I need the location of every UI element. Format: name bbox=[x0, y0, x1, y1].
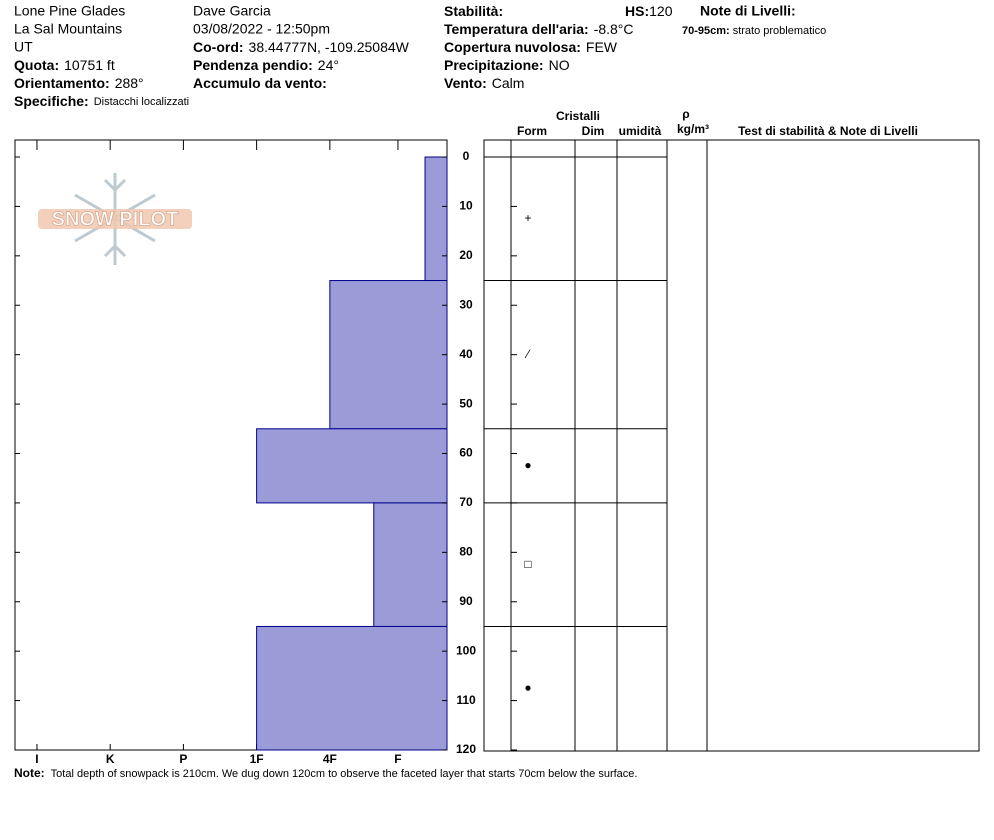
x-tick-label: K bbox=[106, 752, 115, 766]
x-tick-label: 1F bbox=[250, 752, 264, 766]
hs: HS:120 bbox=[625, 3, 673, 19]
elevation-value: 10751 ft bbox=[64, 57, 115, 73]
y-tick-label: 10 bbox=[459, 199, 473, 213]
layer-notes-label: Note di Livelli: bbox=[700, 3, 796, 19]
note: Note: Total depth of snowpack is 210cm. W… bbox=[14, 766, 637, 780]
logo-band bbox=[38, 209, 192, 229]
y-tick-label: 60 bbox=[459, 446, 473, 460]
sky-label: Copertura nuvolosa: bbox=[444, 39, 581, 55]
col-size: Dim bbox=[582, 124, 605, 138]
sky: Copertura nuvolosa: FEW bbox=[444, 39, 618, 55]
hardness-bar bbox=[329, 280, 448, 430]
hardness-bar bbox=[256, 428, 448, 504]
grain-form: □ bbox=[524, 557, 531, 571]
x-tick-label: F bbox=[394, 752, 401, 766]
grain-form: ● bbox=[524, 680, 531, 694]
col-form: Form bbox=[517, 124, 547, 138]
precip-label: Precipitazione: bbox=[444, 57, 544, 73]
datetime: 03/08/2022 - 12:50pm bbox=[193, 21, 330, 37]
slope-value: 24° bbox=[318, 57, 339, 73]
y-tick-label: 120 bbox=[456, 742, 476, 756]
wind-value: Calm bbox=[492, 75, 525, 91]
x-tick-label: I bbox=[35, 752, 38, 766]
col-notes: Test di stabilità & Note di Livelli bbox=[738, 124, 918, 138]
note-label: Note: bbox=[14, 766, 45, 780]
aspect-value: 288° bbox=[115, 75, 144, 91]
precip: Precipitazione: NO bbox=[444, 57, 570, 73]
grain-form: + bbox=[524, 211, 531, 225]
coords: Co-ord: 38.44777N, -109.25084W bbox=[193, 39, 410, 55]
wind-label: Vento: bbox=[444, 75, 487, 91]
specifics-value: Distacchi localizzati bbox=[94, 96, 189, 108]
hardness-bar bbox=[424, 156, 448, 282]
air-temp-label: Temperatura dell'aria: bbox=[444, 21, 589, 37]
elevation: Quota: 10751 ft bbox=[14, 57, 115, 73]
y-tick-label: 40 bbox=[459, 347, 473, 361]
hardness-bar bbox=[256, 625, 448, 751]
y-tick-label: 100 bbox=[456, 643, 476, 657]
wind-loading-label: Accumulo da vento: bbox=[193, 75, 327, 91]
logo-text: SNOW PILOT bbox=[52, 208, 179, 230]
layer-note-text: strato problematico bbox=[733, 25, 827, 37]
y-tick-label: 30 bbox=[459, 297, 473, 311]
precip-value: NO bbox=[549, 57, 570, 73]
grain-form: ⁄ bbox=[524, 347, 531, 361]
y-tick-label: 50 bbox=[459, 396, 473, 410]
air-temp-value: -8.8°C bbox=[594, 21, 634, 37]
stability-label: Stabilità: bbox=[444, 3, 503, 19]
coords-label: Co-ord: bbox=[193, 39, 244, 55]
wind-loading: Accumulo da vento: bbox=[193, 75, 327, 91]
col-rho: ρ bbox=[682, 107, 689, 121]
y-tick-label: 90 bbox=[459, 594, 473, 608]
hs-value: 120 bbox=[649, 3, 673, 19]
layer-note-range: 70-95cm: bbox=[682, 25, 730, 37]
aspect-label: Orientamento: bbox=[14, 75, 110, 91]
col-density-unit: kg/m³ bbox=[677, 122, 709, 136]
note-text: Total depth of snowpack is 210cm. We dug… bbox=[51, 768, 638, 780]
sky-value: FEW bbox=[586, 39, 618, 55]
range: La Sal Mountains bbox=[14, 21, 122, 37]
elevation-label: Quota: bbox=[14, 57, 59, 73]
specifics-label: Specifiche: bbox=[14, 93, 89, 109]
stability: Stabilità: bbox=[444, 3, 503, 19]
x-tick-label: P bbox=[179, 752, 187, 766]
layer-note: 70-95cm: strato problematico bbox=[682, 25, 826, 37]
air-temp: Temperatura dell'aria: -8.8°C bbox=[444, 21, 634, 37]
y-tick-label: 80 bbox=[459, 545, 473, 559]
slope-label: Pendenza pendio: bbox=[193, 57, 313, 73]
y-tick-label: 20 bbox=[459, 248, 473, 262]
y-tick-label: 70 bbox=[459, 495, 473, 509]
coords-value: 38.44777N, -109.25084W bbox=[249, 39, 410, 55]
specifics: Specifiche: Distacchi localizzati bbox=[14, 93, 189, 109]
table-frame bbox=[483, 139, 980, 752]
aspect: Orientamento: 288° bbox=[14, 75, 144, 91]
location: Lone Pine Glades bbox=[14, 3, 125, 19]
slope: Pendenza pendio: 24° bbox=[193, 57, 339, 73]
col-moisture: umidità bbox=[619, 124, 662, 138]
y-tick-label: 0 bbox=[463, 149, 470, 163]
hs-label: HS: bbox=[625, 3, 649, 19]
hardness-bar bbox=[373, 502, 448, 627]
observer: Dave Garcia bbox=[193, 3, 271, 19]
state: UT bbox=[14, 39, 33, 55]
col-crystals: Cristalli bbox=[556, 109, 600, 123]
grain-form: ● bbox=[524, 458, 531, 472]
x-tick-label: 4F bbox=[323, 752, 337, 766]
y-tick-label: 110 bbox=[456, 693, 476, 707]
wind: Vento: Calm bbox=[444, 75, 524, 91]
